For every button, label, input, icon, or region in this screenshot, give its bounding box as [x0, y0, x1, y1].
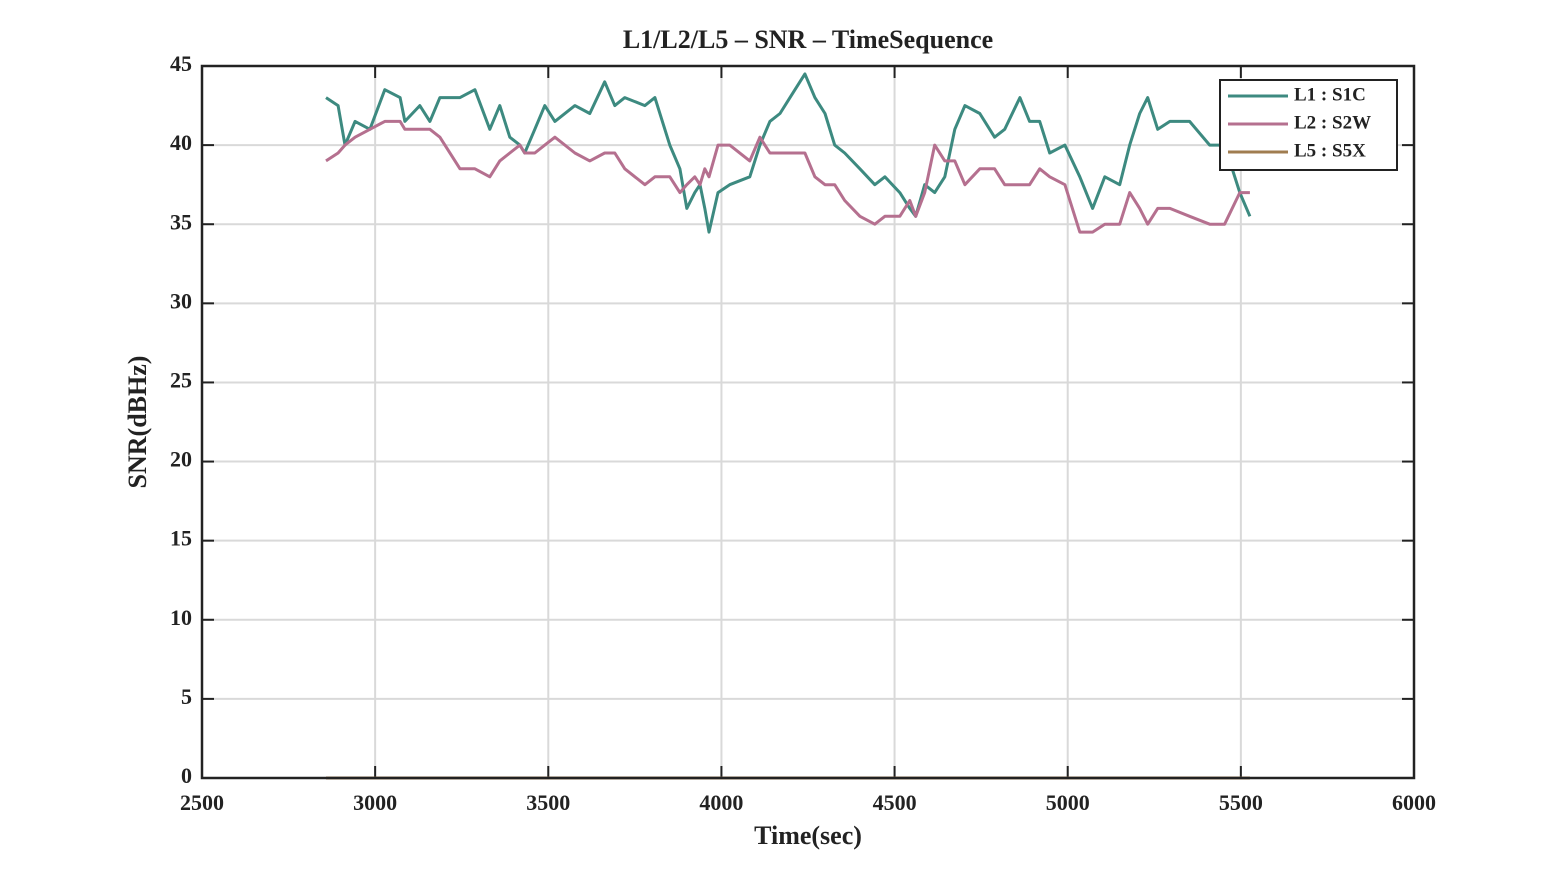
x-tick-label: 4500 — [873, 790, 917, 815]
series-line — [325, 72, 1252, 234]
x-tick-label: 2500 — [180, 790, 224, 815]
y-tick-label: 30 — [170, 288, 192, 313]
y-tick-label: 0 — [181, 763, 192, 788]
x-tick-label: 4000 — [699, 790, 743, 815]
y-axis-label: SNR(dBHz) — [123, 356, 152, 489]
legend-label: L2 : S2W — [1294, 112, 1371, 133]
x-tick-label: 3000 — [353, 790, 397, 815]
y-tick-label: 25 — [170, 367, 192, 392]
x-tick-label: 6000 — [1392, 790, 1436, 815]
y-tick-label: 15 — [170, 526, 192, 551]
legend-label: L5 : S5X — [1294, 140, 1366, 161]
legend-label: L1 : S1C — [1294, 84, 1366, 105]
y-tick-label: 20 — [170, 447, 192, 472]
x-axis-label: Time(sec) — [754, 821, 862, 850]
plot-frame — [200, 64, 1416, 780]
y-tick-label: 5 — [181, 684, 192, 709]
y-tick-label: 10 — [170, 605, 192, 630]
y-tick-label: 35 — [170, 209, 192, 234]
x-tick-label: 5000 — [1046, 790, 1090, 815]
series-line — [325, 119, 1250, 234]
chart-title: L1/L2/L5 – SNR – TimeSequence — [623, 25, 993, 54]
x-tick-label: 3500 — [526, 790, 570, 815]
y-tick-label: 45 — [170, 51, 192, 76]
x-tick-label: 5500 — [1219, 790, 1263, 815]
y-tick-label: 40 — [170, 130, 192, 155]
